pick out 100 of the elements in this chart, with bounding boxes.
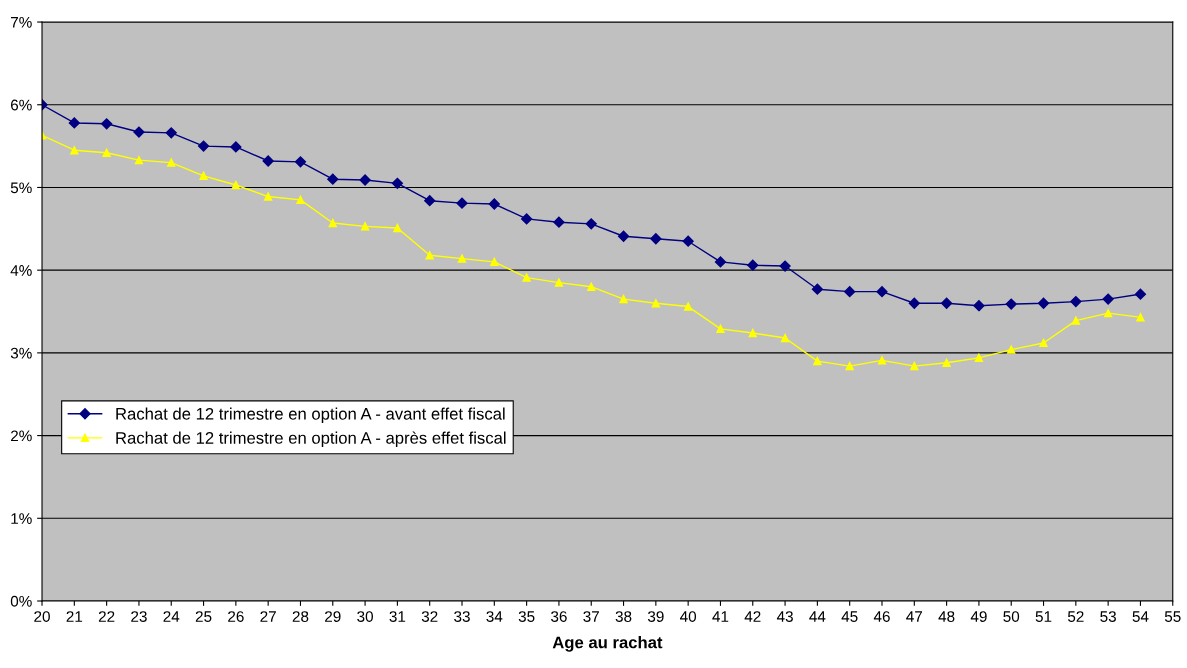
point	[683, 302, 693, 311]
point	[585, 218, 597, 230]
y-tick-label: 0%	[10, 595, 32, 607]
point	[780, 333, 790, 343]
point	[908, 297, 920, 309]
x-tick-label: 21	[66, 611, 83, 622]
x-tick-label: 44	[809, 611, 826, 622]
point	[262, 155, 274, 167]
point	[230, 141, 242, 153]
x-tick-label: 33	[454, 611, 470, 622]
x-tick-label: 35	[518, 611, 535, 622]
point	[393, 223, 402, 233]
point	[70, 146, 79, 155]
point	[263, 192, 273, 201]
point	[619, 294, 628, 304]
x-tick-label: 24	[163, 611, 180, 622]
point	[651, 299, 661, 308]
point	[521, 213, 533, 225]
x-tick-label: 43	[776, 611, 793, 622]
x-tick-label: 22	[98, 611, 115, 622]
x-tick-label: 30	[357, 611, 373, 622]
point	[457, 254, 467, 263]
x-tick-label: 47	[906, 611, 923, 622]
point	[1103, 309, 1113, 318]
point	[716, 324, 725, 334]
legend-label: Rachat de 12 trimestre en option A - avant effet fiscal	[116, 407, 505, 424]
point	[747, 259, 759, 271]
point	[327, 173, 339, 185]
point	[197, 140, 210, 152]
point	[682, 235, 694, 247]
x-tick-label: 27	[260, 611, 276, 622]
point	[617, 230, 630, 242]
y-tick-label: 3%	[10, 347, 32, 359]
point	[1102, 293, 1114, 305]
point	[133, 126, 145, 138]
point	[167, 158, 176, 167]
point	[1070, 295, 1082, 308]
point	[554, 278, 564, 287]
point	[101, 118, 113, 130]
point	[877, 356, 887, 365]
y-tick-label: 7%	[11, 16, 32, 28]
x-tick-label: 34	[486, 611, 503, 622]
y-tick-label: 1%	[11, 513, 32, 524]
point	[360, 222, 370, 231]
x-tick-label: 31	[389, 611, 406, 622]
point	[231, 180, 241, 190]
point	[522, 273, 531, 282]
point	[973, 300, 985, 312]
x-tick-label: 53	[1100, 611, 1116, 622]
point	[650, 233, 662, 245]
x-tick-label: 41	[712, 611, 729, 622]
point	[1007, 345, 1016, 354]
x-tick-label: 36	[551, 611, 567, 622]
point	[68, 117, 80, 129]
point	[587, 282, 596, 291]
x-axis-title: Age au rachat	[552, 636, 663, 652]
x-tick-label: 46	[873, 611, 890, 622]
x-tick-label: 51	[1035, 611, 1052, 622]
point	[134, 155, 144, 165]
x-tick-label: 26	[228, 611, 244, 622]
x-tick-label: 20	[34, 611, 50, 622]
x-tick-label: 39	[647, 611, 664, 622]
x-tick-label: 28	[292, 611, 309, 622]
point	[910, 361, 919, 371]
point	[294, 156, 307, 168]
point	[813, 356, 822, 366]
x-tick-label: 37	[583, 611, 599, 622]
x-tick-label: 52	[1067, 611, 1084, 622]
point	[165, 127, 177, 139]
point	[1136, 313, 1145, 322]
point	[296, 195, 305, 205]
y-tick-label: 2%	[10, 430, 32, 442]
point	[941, 297, 953, 309]
x-tick-label: 32	[421, 611, 438, 622]
point	[844, 286, 856, 298]
x-tick-label: 29	[325, 611, 341, 622]
x-tick-label: 42	[744, 611, 761, 622]
point	[1134, 288, 1147, 300]
point	[199, 171, 208, 181]
point	[424, 195, 436, 207]
point	[748, 328, 757, 338]
legend-label: Rachat de 12 trimestre en option A - après effet fiscal	[116, 431, 506, 448]
x-tick-label: 38	[615, 611, 632, 622]
x-tick-label: 54	[1132, 611, 1149, 622]
x-tick-label: 55	[1164, 611, 1181, 622]
point	[811, 283, 823, 295]
point	[714, 256, 727, 268]
y-tick-label: 6%	[10, 99, 32, 111]
x-tick-label: 25	[195, 611, 212, 622]
x-tick-label: 45	[841, 611, 858, 622]
y-tick-label: 5%	[10, 182, 32, 194]
x-tick-label: 49	[970, 611, 987, 622]
point	[1071, 316, 1081, 325]
point	[328, 218, 337, 228]
x-tick-label: 50	[1003, 611, 1020, 622]
point	[845, 361, 854, 371]
point	[391, 177, 403, 189]
point	[456, 197, 468, 209]
point	[974, 353, 984, 363]
y-tick-label: 4%	[10, 265, 32, 276]
